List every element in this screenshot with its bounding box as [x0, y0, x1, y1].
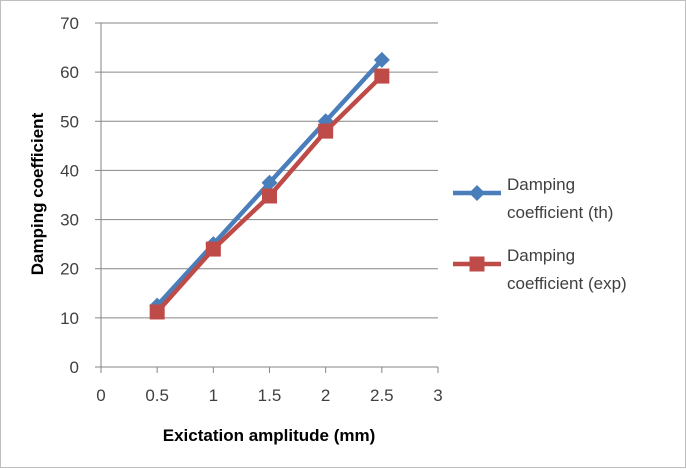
x-tick-label-0: 0 — [96, 386, 105, 405]
data-point-th-2.5 — [373, 51, 390, 68]
tick-labels: 0 10 20 30 40 50 60 70 0 0.5 1 1.5 2 2.5 3 — [60, 14, 443, 405]
x-tick-label-0.5: 0.5 — [145, 386, 169, 405]
x-tick-label-3: 3 — [433, 386, 442, 405]
gridlines — [101, 22, 438, 319]
data-point-exp-0.5 — [149, 304, 165, 320]
axes — [95, 22, 439, 373]
y-tick-label-50: 50 — [60, 112, 79, 131]
y-tick-label-30: 30 — [60, 211, 79, 230]
legend-marker-th — [469, 185, 485, 201]
y-tick-label-20: 20 — [60, 260, 79, 279]
series-exp — [149, 68, 390, 320]
data-point-exp-1 — [205, 241, 221, 257]
x-tick-label-1: 1 — [209, 386, 218, 405]
x-tick-label-2: 2 — [321, 386, 330, 405]
x-tick-label-1.5: 1.5 — [258, 386, 282, 405]
legend-label-exp-line2: coefficient (exp) — [507, 274, 627, 293]
data-point-th-1.5 — [261, 174, 278, 191]
series-layer — [149, 51, 390, 320]
legend-label-exp-line1: Damping — [507, 246, 575, 265]
legend-item-th: Damping coefficient (th) — [453, 175, 613, 222]
y-tick-label-60: 60 — [60, 63, 79, 82]
y-tick-label-40: 40 — [60, 161, 79, 180]
y-tick-label-70: 70 — [60, 14, 79, 33]
legend-label-th-line2: coefficient (th) — [507, 203, 613, 222]
data-point-exp-2.5 — [374, 68, 390, 84]
x-axis-title: Exictation amplitude (mm) — [163, 426, 376, 445]
data-point-exp-2 — [318, 123, 334, 139]
y-tick-label-0: 0 — [70, 358, 79, 377]
legend-label-th-line1: Damping — [507, 175, 575, 194]
data-point-th-2 — [317, 113, 334, 130]
x-tick-label-2.5: 2.5 — [370, 386, 394, 405]
legend: Damping coefficient (th) Damping coefficien… — [453, 175, 627, 293]
data-point-exp-1.5 — [262, 188, 277, 204]
y-tick-label-10: 10 — [60, 309, 79, 328]
y-axis-title: Damping coefficient — [28, 112, 47, 275]
legend-marker-exp — [469, 256, 485, 272]
legend-item-exp: Damping coefficient (exp) — [453, 246, 627, 293]
series-th — [149, 51, 390, 314]
